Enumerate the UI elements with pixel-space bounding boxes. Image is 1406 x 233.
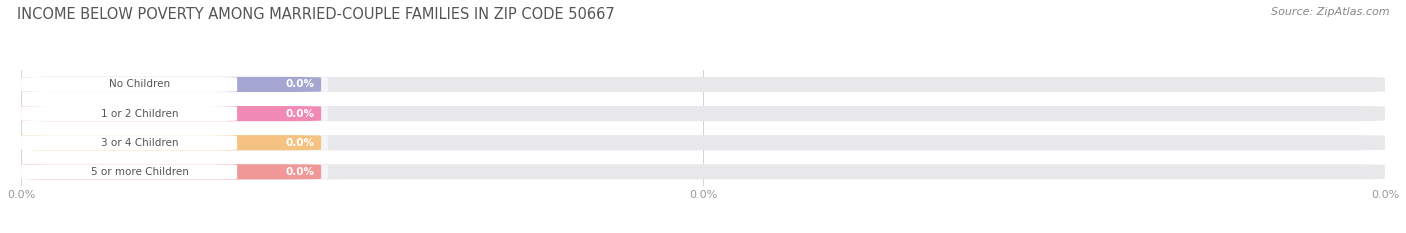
FancyBboxPatch shape — [21, 135, 328, 150]
FancyBboxPatch shape — [21, 77, 321, 92]
Text: 0.0%: 0.0% — [285, 138, 315, 148]
Text: 0.0%: 0.0% — [285, 167, 315, 177]
FancyBboxPatch shape — [21, 164, 238, 179]
Text: 0.0%: 0.0% — [1371, 190, 1399, 200]
FancyBboxPatch shape — [21, 135, 238, 150]
FancyBboxPatch shape — [21, 135, 321, 150]
FancyBboxPatch shape — [21, 164, 328, 179]
Text: 3 or 4 Children: 3 or 4 Children — [101, 138, 179, 148]
Text: INCOME BELOW POVERTY AMONG MARRIED-COUPLE FAMILIES IN ZIP CODE 50667: INCOME BELOW POVERTY AMONG MARRIED-COUPL… — [17, 7, 614, 22]
Text: No Children: No Children — [110, 79, 170, 89]
Text: 0.0%: 0.0% — [285, 109, 315, 119]
FancyBboxPatch shape — [21, 106, 238, 121]
Text: 0.0%: 0.0% — [7, 190, 35, 200]
Text: 0.0%: 0.0% — [285, 79, 315, 89]
FancyBboxPatch shape — [21, 106, 321, 121]
FancyBboxPatch shape — [21, 135, 1385, 150]
FancyBboxPatch shape — [21, 164, 321, 179]
FancyBboxPatch shape — [21, 77, 238, 92]
Text: Source: ZipAtlas.com: Source: ZipAtlas.com — [1271, 7, 1389, 17]
FancyBboxPatch shape — [21, 164, 1385, 179]
FancyBboxPatch shape — [21, 77, 328, 92]
FancyBboxPatch shape — [21, 106, 1385, 121]
Text: 0.0%: 0.0% — [689, 190, 717, 200]
FancyBboxPatch shape — [21, 77, 1385, 92]
FancyBboxPatch shape — [21, 106, 328, 121]
Text: 5 or more Children: 5 or more Children — [91, 167, 188, 177]
Text: 1 or 2 Children: 1 or 2 Children — [101, 109, 179, 119]
